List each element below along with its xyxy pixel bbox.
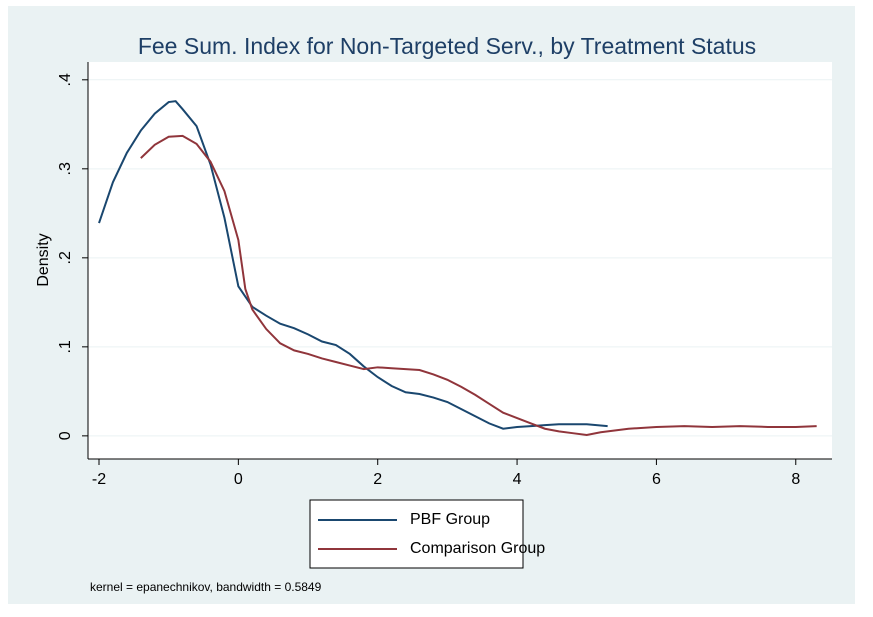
x-tick-label: 0 xyxy=(234,471,243,488)
plot-area xyxy=(88,62,832,459)
legend xyxy=(309,499,524,569)
x-tick-label: -2 xyxy=(92,471,106,488)
y-tick-label: .1 xyxy=(57,340,74,353)
y-axis-label: Density xyxy=(35,233,52,286)
y-tick-label: .2 xyxy=(57,251,74,264)
y-tick-label: .3 xyxy=(57,162,74,175)
x-tick-label: 8 xyxy=(791,471,800,488)
legend-label: PBF Group xyxy=(410,511,490,528)
legend-label: Comparison Group xyxy=(410,540,545,557)
note: kernel = epanechnikov, bandwidth = 0.584… xyxy=(90,580,322,594)
x-tick-label: 4 xyxy=(513,471,522,488)
y-tick-label: .4 xyxy=(57,73,74,86)
x-tick-label: 6 xyxy=(652,471,661,488)
line-series xyxy=(98,100,608,430)
x-tick-label: 2 xyxy=(373,471,382,488)
chart-title: Fee Sum. Index for Non-Targeted Serv., b… xyxy=(138,33,756,59)
line-series xyxy=(140,134,817,436)
y-tick-label: 0 xyxy=(57,431,74,440)
